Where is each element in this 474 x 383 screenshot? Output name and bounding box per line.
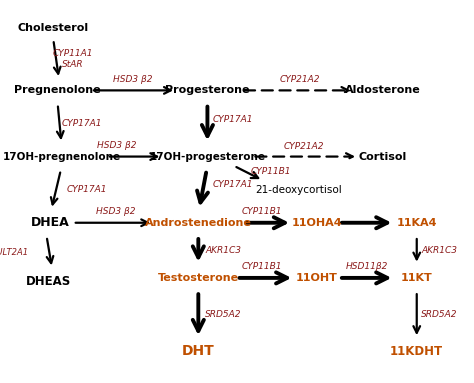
Text: AKR1C3: AKR1C3: [421, 246, 457, 255]
Text: Aldosterone: Aldosterone: [345, 85, 420, 95]
Text: HSD3 β2: HSD3 β2: [113, 75, 152, 84]
Text: CYP17A1: CYP17A1: [212, 180, 253, 189]
FancyArrowPatch shape: [109, 153, 157, 160]
FancyArrowPatch shape: [237, 167, 258, 178]
Text: Pregnenolone: Pregnenolone: [14, 85, 100, 95]
Text: CYP11A1
StAR: CYP11A1 StAR: [53, 49, 93, 69]
Text: Cortisol: Cortisol: [358, 152, 407, 162]
FancyArrowPatch shape: [244, 87, 348, 94]
Text: DHEA: DHEA: [31, 216, 70, 229]
Text: HSD3 β2: HSD3 β2: [97, 141, 136, 150]
FancyArrowPatch shape: [94, 87, 171, 94]
Text: CYP21A2: CYP21A2: [284, 142, 324, 151]
FancyArrowPatch shape: [255, 153, 353, 160]
Text: 17OH-progesterone: 17OH-progesterone: [149, 152, 265, 162]
Text: Progesterone: Progesterone: [165, 85, 250, 95]
Text: 11OHA4: 11OHA4: [292, 218, 342, 228]
Text: Testosterone: Testosterone: [158, 273, 239, 283]
Text: 11KA4: 11KA4: [396, 218, 437, 228]
FancyArrowPatch shape: [197, 173, 208, 203]
Text: CYP11B1: CYP11B1: [242, 207, 283, 216]
Text: Androstenedione: Androstenedione: [145, 218, 252, 228]
FancyArrowPatch shape: [193, 294, 204, 331]
Text: Cholesterol: Cholesterol: [17, 23, 88, 33]
FancyArrowPatch shape: [246, 217, 285, 228]
Text: HSD3 β2: HSD3 β2: [96, 207, 135, 216]
Text: 17OH-pregnenolone: 17OH-pregnenolone: [3, 152, 121, 162]
Text: SRD5A2: SRD5A2: [205, 310, 242, 319]
Text: 21-deoxycortisol: 21-deoxycortisol: [255, 185, 342, 195]
Text: CYP17A1: CYP17A1: [62, 119, 102, 128]
Text: CYP17A1: CYP17A1: [212, 115, 253, 124]
Text: 11KT: 11KT: [401, 273, 433, 283]
FancyArrowPatch shape: [413, 294, 420, 333]
Text: CYP21A2: CYP21A2: [279, 75, 320, 84]
FancyArrowPatch shape: [51, 172, 60, 205]
FancyArrowPatch shape: [239, 272, 287, 283]
FancyArrowPatch shape: [47, 239, 53, 263]
Text: DHEAS: DHEAS: [26, 275, 71, 288]
FancyArrowPatch shape: [342, 217, 387, 228]
FancyArrowPatch shape: [57, 106, 64, 138]
Text: AKR1C3: AKR1C3: [205, 246, 241, 255]
FancyArrowPatch shape: [54, 42, 61, 74]
FancyArrowPatch shape: [75, 219, 148, 226]
Text: SULT2A1: SULT2A1: [0, 248, 28, 257]
Text: 11KDHT: 11KDHT: [390, 345, 443, 358]
Text: SRD5A2: SRD5A2: [421, 310, 458, 319]
FancyArrowPatch shape: [413, 239, 420, 259]
Text: CYP11B1: CYP11B1: [251, 167, 292, 176]
Text: CYP11B1: CYP11B1: [242, 262, 283, 272]
Text: DHT: DHT: [182, 344, 215, 358]
FancyArrowPatch shape: [193, 239, 204, 257]
Text: 11OHT: 11OHT: [296, 273, 337, 283]
FancyArrowPatch shape: [202, 106, 213, 136]
Text: HSD11β2: HSD11β2: [346, 262, 388, 272]
Text: CYP17A1: CYP17A1: [66, 185, 107, 194]
FancyArrowPatch shape: [342, 272, 387, 283]
